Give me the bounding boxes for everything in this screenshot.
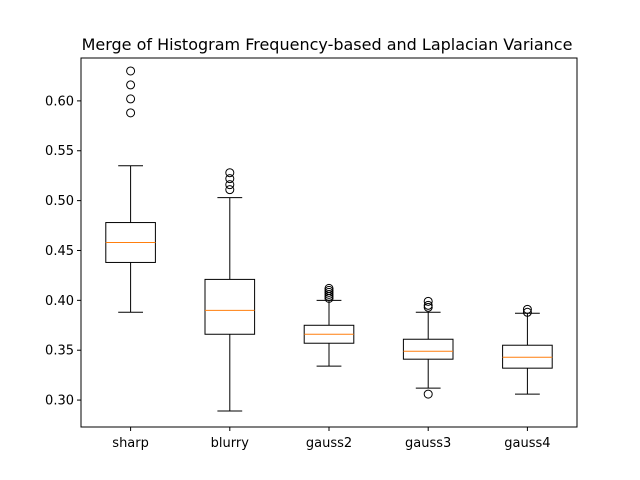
y-tick-label: 0.45 [45,244,74,259]
chart-title: Merge of Histogram Frequency-based and L… [82,35,573,54]
outlier-point [324,283,334,293]
y-tick-label: 0.55 [45,144,74,159]
x-tick-label: gauss3 [405,436,451,451]
outlier-point [225,185,235,195]
outlier-point [423,300,433,310]
outlier-point [423,296,433,306]
outlier-point [126,108,136,118]
outlier-point [126,80,136,90]
y-tick-label: 0.30 [45,394,74,409]
box-blurry [204,278,256,335]
x-tick-label: gauss2 [306,436,352,451]
axes-frame [80,57,578,428]
x-tick-label: gauss4 [504,436,550,451]
outlier-point [225,180,235,190]
y-tick-label: 0.50 [45,194,74,209]
outlier-point [126,66,136,76]
plot-area: 0.30 0.35 0.40 0.45 0.50 0.55 0.60 sharp blurry g… [45,66,553,451]
box-gauss3 [402,338,454,360]
outlier-point [126,94,136,104]
outlier-point [423,389,433,399]
outlier-point [225,174,235,184]
y-tick-label: 0.35 [45,344,74,359]
y-tick-label: 0.40 [45,294,74,309]
outlier-point [522,307,532,317]
outlier-point [522,304,532,314]
x-tick-label: sharp [112,436,149,451]
outlier-point [225,168,235,178]
x-tick-label: blurry [211,436,250,451]
y-tick-label: 0.60 [45,94,74,109]
